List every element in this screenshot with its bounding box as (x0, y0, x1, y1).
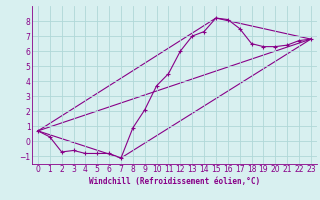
X-axis label: Windchill (Refroidissement éolien,°C): Windchill (Refroidissement éolien,°C) (89, 177, 260, 186)
